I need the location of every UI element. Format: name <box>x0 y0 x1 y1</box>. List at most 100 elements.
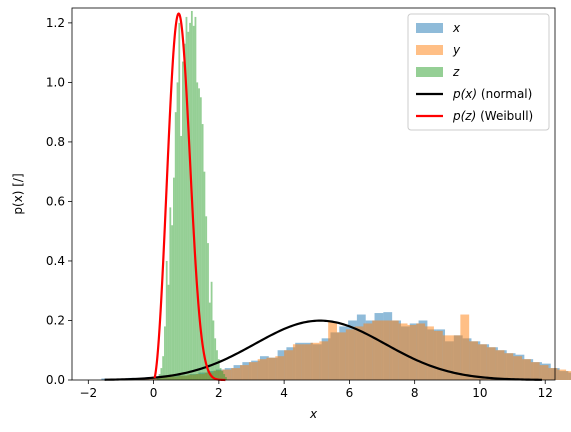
bar-z <box>201 124 204 381</box>
bar-y <box>240 365 249 380</box>
bar-z <box>198 88 200 381</box>
legend-label: z <box>452 65 460 79</box>
bar-y <box>389 320 399 380</box>
normal-curve <box>104 319 542 381</box>
bar-y <box>248 362 258 380</box>
bar-y <box>222 369 232 380</box>
legend-label: p(x) (normal) <box>452 87 532 101</box>
bar-y <box>416 323 426 380</box>
legend-label: x <box>452 21 461 35</box>
plot-frame <box>71 7 556 381</box>
legend-label: p(z) (Weibull) <box>452 109 533 123</box>
bar-z <box>214 338 217 380</box>
x-tick-label: 0 <box>150 386 158 400</box>
bar-z <box>221 371 224 380</box>
bar-z <box>225 377 227 380</box>
bar-y <box>539 365 549 380</box>
bar-y <box>477 344 487 380</box>
x-tick-label: 2 <box>215 386 223 400</box>
bar-z <box>181 61 184 381</box>
bar-y <box>345 329 355 380</box>
bar-z <box>165 260 168 380</box>
bar-z <box>160 368 163 380</box>
bar-y <box>407 324 417 380</box>
bar-z <box>187 31 190 380</box>
bar-y <box>372 320 382 380</box>
legend-swatch-y <box>416 45 443 55</box>
bar-z <box>196 82 199 381</box>
bar-y <box>530 362 540 380</box>
bar-y <box>451 335 461 380</box>
bar-z <box>199 97 202 380</box>
bar-y <box>513 356 523 380</box>
bar-y <box>381 320 390 380</box>
x-tick-label: 4 <box>280 386 288 400</box>
density-curves <box>104 12 542 382</box>
y-axis-ticks: 0.0 0.2 0.4 0.6 0.8 1.0 1.2 <box>46 16 72 387</box>
bar-y <box>151 377 161 380</box>
bar-y <box>336 332 346 380</box>
legend-box <box>407 13 550 131</box>
bar-y <box>398 323 408 380</box>
bar-y <box>460 314 470 380</box>
bar-z <box>169 207 172 380</box>
bar-y <box>557 369 567 380</box>
x-tick-label: 10 <box>472 386 487 400</box>
bar-z <box>205 216 208 380</box>
bar-z <box>223 374 226 380</box>
y-axis-label: p(x) [/] <box>11 173 25 214</box>
bar-z <box>171 225 174 380</box>
legend-label-var: p(x) <box>452 87 477 101</box>
bar-z <box>173 177 175 380</box>
bar-z <box>217 359 220 380</box>
bar-z <box>203 171 206 380</box>
y-tick-label: 1.2 <box>46 16 65 30</box>
legend-label-var: z <box>452 65 460 79</box>
weibull-curve <box>153 12 226 382</box>
bar-z <box>207 243 209 380</box>
bar-z <box>208 302 211 380</box>
bar-y <box>354 326 364 380</box>
legend-label-var: x <box>452 21 461 35</box>
histogram-y <box>107 314 571 380</box>
bar-z <box>180 135 182 380</box>
bar-y <box>363 323 373 380</box>
bar-y <box>266 357 276 380</box>
bar-y <box>231 368 241 380</box>
bar-y <box>433 330 443 380</box>
bar-y <box>522 359 531 380</box>
y-tick-label: 0.2 <box>46 313 65 327</box>
bar-z <box>212 320 215 380</box>
bar-y <box>495 350 505 380</box>
bar-y <box>284 350 293 380</box>
legend-swatch-x <box>416 23 443 33</box>
y-tick-label: 0.4 <box>46 254 65 268</box>
bar-y <box>469 341 478 380</box>
bar-y <box>504 353 514 380</box>
bar-y <box>566 371 571 380</box>
bar-z <box>189 22 191 380</box>
bar-z <box>164 326 166 380</box>
bar-y <box>292 344 302 380</box>
x-tick-label: 6 <box>346 386 354 400</box>
bar-z <box>174 112 177 380</box>
legend-label-var: y <box>452 43 461 57</box>
legend-swatch-z <box>416 67 443 77</box>
bar-y <box>257 359 267 380</box>
bar-y <box>486 347 496 380</box>
bar-y <box>319 341 329 380</box>
bar-z <box>219 368 222 380</box>
bar-z <box>194 16 197 380</box>
bar-y <box>310 342 320 380</box>
bar-y <box>301 344 311 380</box>
y-tick-label: 1.0 <box>46 75 65 89</box>
legend-label: y <box>452 43 461 57</box>
bar-z <box>162 356 165 380</box>
y-tick-label: 0.8 <box>46 135 65 149</box>
legend-label-suffix: (Weibull) <box>476 109 533 123</box>
y-tick-label: 0.6 <box>46 194 65 208</box>
bar-z <box>167 284 170 380</box>
bar-y <box>548 368 558 380</box>
legend-label-var: p(z) <box>452 109 476 123</box>
